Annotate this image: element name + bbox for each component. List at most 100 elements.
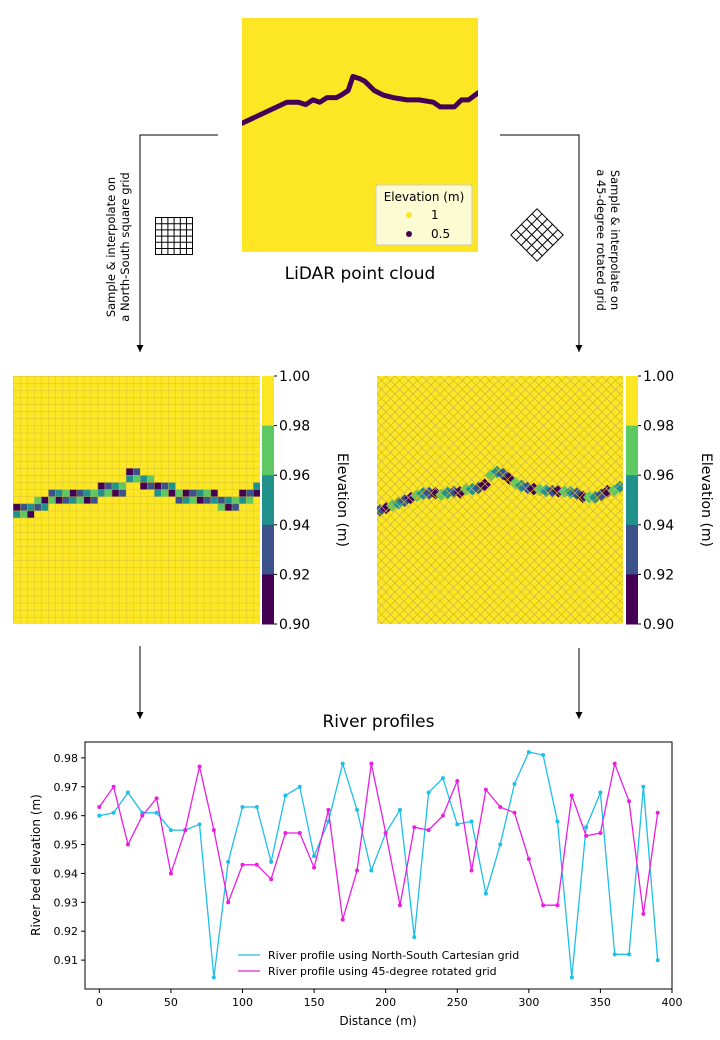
series-point-1 <box>412 825 417 830</box>
y-tick-label: 0.92 <box>54 925 79 938</box>
y-tick-label: 0.94 <box>54 867 79 880</box>
right-colorbar-bands <box>626 376 638 625</box>
lidar-legend-marker-high <box>406 212 412 218</box>
x-axis-ticks: 0 50 100 150 200 250 300 350 400 <box>96 989 683 1009</box>
series-point-0 <box>283 793 288 798</box>
lidar-caption: LiDAR point cloud <box>284 264 436 284</box>
series-point-0 <box>569 975 574 980</box>
right-branch-arrow <box>500 134 583 352</box>
right-branch-label-line-1: Sample & interpolate on <box>608 169 622 311</box>
right-branch-label: Sample & interpolate on a 45-degree rota… <box>594 169 622 311</box>
colorbar-tick-label: 0.94 <box>643 518 674 534</box>
lidar-legend-marker-low <box>406 231 412 237</box>
right-colorbar-label: Elevation (m) <box>698 453 714 547</box>
colorbar-tick-label: 0.96 <box>279 468 310 484</box>
left-branch-arrow <box>136 134 218 352</box>
series-point-0 <box>412 935 417 939</box>
series-point-1 <box>340 917 345 922</box>
right-colorbar-ticks: 1.00 0.98 0.96 0.94 0.92 0.90 <box>638 370 674 632</box>
colorbar-tick-label: 1.00 <box>643 370 674 385</box>
series-point-1 <box>111 784 116 789</box>
colorbar-tick-label: 0.90 <box>643 617 674 632</box>
series-point-0 <box>483 891 488 896</box>
colorbar-tick-label: 0.96 <box>643 468 674 484</box>
series-point-1 <box>140 813 145 818</box>
right-branch-label-line-2: a 45-degree rotated grid <box>594 169 608 311</box>
legend-label-rotated: River profile using 45-degree rotated gr… <box>268 965 497 978</box>
series-point-1 <box>512 810 517 815</box>
series-point-1 <box>655 810 660 815</box>
series-point-0 <box>455 822 460 827</box>
square-grid-icon <box>155 217 193 255</box>
series-point-1 <box>283 831 288 835</box>
series-point-1 <box>397 903 402 908</box>
lidar-legend-title: Elevation (m) <box>384 190 465 204</box>
series-point-1 <box>125 842 130 847</box>
series-point-1 <box>541 903 546 908</box>
series-point-1 <box>469 868 474 873</box>
series-point-0 <box>498 842 503 847</box>
series-layer <box>97 750 660 980</box>
series-point-0 <box>168 828 173 833</box>
y-tick-label: 0.96 <box>54 810 79 823</box>
series-point-0 <box>655 958 660 963</box>
rotated-grid-icon <box>510 208 564 262</box>
series-point-1 <box>483 787 488 792</box>
x-tick-label: 0 <box>96 996 103 1009</box>
colorbar-band <box>626 425 638 476</box>
series-point-0 <box>355 807 360 812</box>
colorbar-band <box>262 475 274 526</box>
series-point-0 <box>369 868 374 873</box>
series-point-1 <box>584 833 589 838</box>
left-branch-label: Sample & interpolate on a North-South sq… <box>104 172 132 321</box>
series-point-0 <box>340 761 345 766</box>
colorbar-band <box>262 524 274 575</box>
series-point-0 <box>440 776 445 781</box>
series-point-1 <box>526 857 531 861</box>
series-line-0 <box>99 751 659 978</box>
series-point-1 <box>183 828 188 833</box>
y-tick-label: 0.93 <box>54 896 79 909</box>
series-point-1 <box>226 900 231 905</box>
left-colorbar-label: Elevation (m) <box>334 453 350 547</box>
series-point-1 <box>598 831 603 835</box>
y-tick-label: 0.97 <box>54 781 79 794</box>
series-point-1 <box>211 828 216 833</box>
x-axis-label: Distance (m) <box>339 1014 416 1028</box>
series-point-0 <box>469 819 474 824</box>
colorbar-band <box>626 475 638 526</box>
series-point-0 <box>312 854 317 859</box>
series-point-1 <box>440 813 445 818</box>
series-point-1 <box>627 799 632 804</box>
series-point-1 <box>355 868 360 873</box>
series-point-1 <box>455 779 460 783</box>
series-point-0 <box>541 753 546 757</box>
y-tick-label: 0.98 <box>54 752 79 765</box>
colorbar-band <box>262 425 274 476</box>
colorbar-band <box>262 574 274 625</box>
series-point-0 <box>125 790 130 795</box>
series-point-1 <box>254 862 259 867</box>
series-point-1 <box>312 865 317 870</box>
y-tick-label: 0.91 <box>54 954 79 967</box>
colorbar-tick-label: 0.98 <box>643 419 674 435</box>
x-tick-label: 250 <box>447 996 468 1009</box>
series-point-0 <box>612 952 617 957</box>
series-point-0 <box>598 790 603 795</box>
series-point-0 <box>584 825 589 830</box>
rotated-grid-raster <box>377 376 623 624</box>
series-point-0 <box>627 952 632 957</box>
y-axis-label: River bed elevation (m) <box>29 794 43 936</box>
series-point-0 <box>97 813 102 818</box>
series-point-0 <box>269 859 274 864</box>
series-point-0 <box>397 807 402 812</box>
series-point-1 <box>240 862 245 867</box>
x-tick-label: 400 <box>662 996 683 1009</box>
x-tick-label: 100 <box>232 996 253 1009</box>
colorbar-tick-label: 0.90 <box>279 617 310 632</box>
legend-label-cartesian: River profile using North-South Cartesia… <box>268 949 519 962</box>
colorbar-band <box>626 574 638 625</box>
series-point-1 <box>269 877 274 882</box>
series-point-1 <box>498 805 503 809</box>
lidar-legend-label-low: 0.5 <box>431 227 450 241</box>
